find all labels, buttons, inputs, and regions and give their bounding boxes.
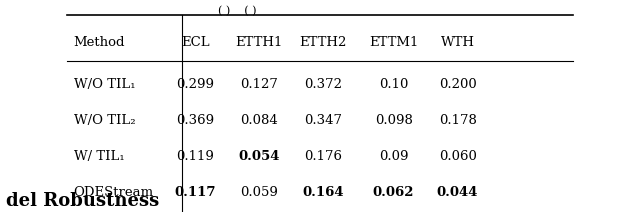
Text: 0.369: 0.369 [176, 114, 214, 127]
Text: ETTM1: ETTM1 [369, 36, 419, 49]
Text: 0.164: 0.164 [302, 186, 344, 199]
Text: ODEStream: ODEStream [74, 186, 154, 199]
Text: 0.044: 0.044 [437, 186, 478, 199]
Text: 0.084: 0.084 [241, 114, 278, 127]
Text: 0.299: 0.299 [176, 78, 214, 91]
Text: W/O TIL₁: W/O TIL₁ [74, 78, 135, 91]
Text: 0.119: 0.119 [176, 150, 214, 163]
Text: W/ TIL₁: W/ TIL₁ [74, 150, 124, 163]
Text: 0.178: 0.178 [438, 114, 477, 127]
Text: W/O TIL₂: W/O TIL₂ [74, 114, 135, 127]
Text: del Robustness: del Robustness [6, 192, 159, 210]
Text: WTH: WTH [440, 36, 475, 49]
Text: ETTH2: ETTH2 [300, 36, 347, 49]
Text: 0.10: 0.10 [379, 78, 408, 91]
Text: 0.372: 0.372 [304, 78, 342, 91]
Text: 0.059: 0.059 [240, 186, 278, 199]
Text: 0.062: 0.062 [373, 186, 414, 199]
Text: 0.060: 0.060 [438, 150, 477, 163]
Text: ECL: ECL [181, 36, 209, 49]
Text: 0.127: 0.127 [240, 78, 278, 91]
Text: 0.09: 0.09 [379, 150, 408, 163]
Text: 0.117: 0.117 [175, 186, 216, 199]
Text: 0.098: 0.098 [374, 114, 413, 127]
Text: 0.347: 0.347 [304, 114, 342, 127]
Text: Method: Method [74, 36, 125, 49]
Text: ( )    ( ): ( ) ( ) [218, 6, 256, 17]
Text: 0.176: 0.176 [304, 150, 342, 163]
Text: 0.054: 0.054 [239, 150, 280, 163]
Text: ETTH1: ETTH1 [236, 36, 283, 49]
Text: 0.200: 0.200 [439, 78, 476, 91]
